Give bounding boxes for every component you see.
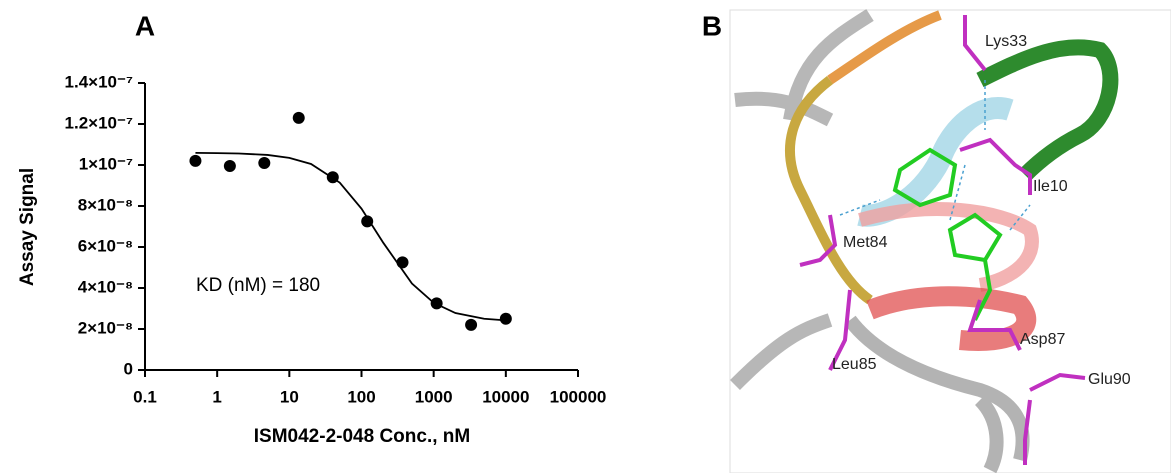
residue-sticks — [799, 15, 1086, 465]
x-tick-label: 100000 — [550, 387, 607, 406]
data-point — [258, 156, 271, 169]
annotation: KD (nM) = 180 — [196, 275, 320, 296]
residue-label: Leu85 — [832, 356, 877, 373]
ribbon — [730, 9, 874, 390]
x-tick-label: 0.1 — [133, 387, 157, 406]
y-tick-label: 6×10⁻⁸ — [78, 236, 133, 255]
ribbon — [866, 286, 1037, 351]
data-point — [361, 215, 374, 228]
helix — [976, 39, 1119, 181]
y-axis-label: Assay Signal — [17, 168, 38, 286]
residue-label: Met84 — [843, 234, 888, 251]
residue-label: Ile10 — [1033, 178, 1068, 195]
ribbon — [785, 76, 873, 305]
y-tick-label: 1×10⁻⁷ — [79, 154, 133, 173]
y-tick-label: 1.2×10⁻⁷ — [65, 113, 133, 132]
y-tick-label: 1.4×10⁻⁷ — [65, 72, 133, 91]
ribbon — [858, 202, 1039, 292]
structure-image — [729, 9, 1171, 473]
data-point — [189, 154, 202, 167]
data-point — [223, 160, 236, 173]
y-tick-label: 0 — [124, 359, 133, 378]
y-tick-label: 8×10⁻⁸ — [78, 195, 133, 214]
panel-label: A — [135, 10, 155, 41]
residue-label: Glu90 — [1088, 371, 1131, 388]
y-tick-label: 2×10⁻⁸ — [78, 318, 133, 337]
x-tick-label: 100 — [347, 387, 375, 406]
residue-label: Asp87 — [1020, 331, 1065, 348]
ligand — [892, 147, 1003, 321]
data-point — [292, 111, 305, 124]
x-tick-label: 10000 — [482, 387, 529, 406]
data-point — [465, 318, 478, 331]
ribbon — [827, 10, 942, 85]
ribbon — [844, 315, 1030, 473]
data-point — [396, 256, 409, 269]
panel-label: B — [702, 10, 722, 41]
x-tick-label: 10 — [280, 387, 299, 406]
x-tick-label: 1000 — [415, 387, 453, 406]
fit-curve — [195, 152, 506, 322]
y-tick-label: 4×10⁻⁸ — [78, 277, 133, 296]
x-axis-label: ISM042-2-048 Conc., nM — [254, 426, 470, 447]
residue-label: Lys33 — [985, 33, 1027, 50]
data-point — [499, 312, 512, 325]
x-tick-label: 1 — [212, 387, 221, 406]
